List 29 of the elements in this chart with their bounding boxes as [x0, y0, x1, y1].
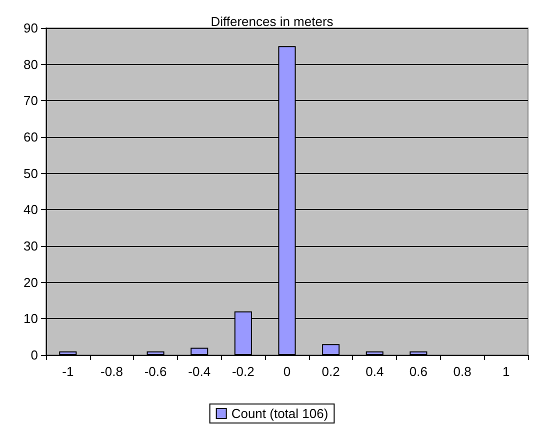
y-tick-label: 60 [24, 130, 38, 144]
y-tick-label: 10 [24, 311, 38, 326]
y-tick-label: 80 [24, 56, 38, 72]
y-tick-label: 20 [24, 274, 38, 290]
y-tick-label: 90 [24, 20, 38, 36]
y-tick-label: 50 [24, 166, 38, 181]
legend-label: Count (total 106) [231, 406, 328, 421]
bar [190, 348, 208, 355]
x-tick-label: -0.6 [144, 364, 167, 379]
chart-title: Differences in meters [210, 14, 334, 29]
x-tick-label: 0.4 [366, 364, 384, 379]
y-tick-label: 30 [24, 238, 38, 254]
x-tick-label: -0.8 [100, 364, 123, 379]
x-tick-label: -0.4 [188, 364, 211, 379]
x-tick-label: -1 [62, 364, 74, 379]
y-tick-label: 70 [24, 93, 38, 108]
x-tick-label: 0 [283, 364, 291, 379]
x-tick-label: -0.2 [232, 364, 254, 379]
y-tick-label: 0 [30, 348, 38, 362]
x-tick-label: 0.8 [453, 364, 472, 379]
y-tick-label: 40 [24, 202, 38, 218]
bar [322, 344, 340, 355]
bar [59, 351, 77, 355]
x-tick-label: 0.2 [322, 364, 340, 379]
bar [410, 351, 428, 355]
x-tick-label: 1 [502, 364, 510, 379]
bar [366, 351, 384, 355]
bar [146, 351, 164, 355]
x-tick-label: 0.6 [409, 364, 428, 379]
